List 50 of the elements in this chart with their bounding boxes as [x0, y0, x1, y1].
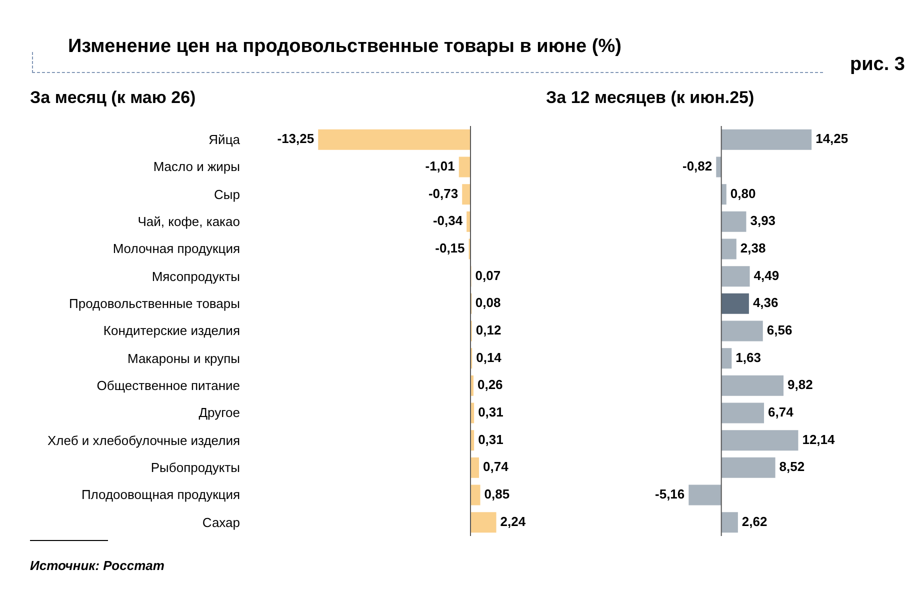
data-label: 12,14 — [802, 432, 836, 447]
y-tick-label: Яйца — [208, 131, 240, 149]
data-label: -1,01 — [425, 158, 455, 174]
text: Источник: Росстат — [30, 558, 164, 573]
y-tick-label: Общественное питание — [96, 377, 240, 395]
y-tick-label: Молочная продукция — [112, 240, 240, 258]
y-tick-label: Рыбопродукты — [150, 459, 240, 477]
data-label: 4,49 — [754, 268, 780, 283]
data-label: 6,74 — [768, 404, 794, 420]
data-label: -0,15 — [435, 240, 465, 256]
y-tick-label: Мясопродукты — [152, 268, 240, 286]
data-label: 2,24 — [500, 514, 526, 529]
data-label: 0,12 — [476, 322, 502, 338]
data-label: -0,73 — [428, 186, 458, 201]
y-tick-label: Плодоовощная продукция — [81, 486, 240, 504]
y-tick-label: Другое — [198, 404, 240, 422]
chart-subtitle: За 12 месяцев (к июн.25) — [546, 88, 754, 108]
data-label: 2,38 — [740, 240, 766, 256]
y-tick-label: Кондитерские изделия — [103, 322, 240, 340]
data-label: 0,31 — [478, 404, 504, 420]
data-label: 6,56 — [766, 322, 792, 338]
data-label: 9,82 — [788, 377, 813, 392]
text: За месяц (к маю 26) — [30, 88, 196, 108]
data-label: -13,25 — [277, 131, 314, 146]
y-tick-label: Чай, кофе, какао — [138, 213, 240, 231]
data-label: 0,80 — [730, 186, 756, 201]
y-tick-label: Хлеб и хлебобулочные изделия — [47, 432, 240, 450]
y-tick-label: Макароны и крупы — [127, 350, 240, 368]
data-label: 8,52 — [779, 459, 805, 474]
y-tick-label: Сыр — [214, 186, 240, 204]
data-label: 0,74 — [483, 459, 510, 474]
y-tick-label: Продовольственные товары — [69, 295, 240, 313]
data-label: 14,25 — [816, 131, 848, 146]
data-label: 2,62 — [742, 514, 768, 529]
data-label: -5,16 — [655, 486, 685, 502]
y-tick-label: Масло и жиры — [153, 158, 240, 176]
data-label: 3,93 — [750, 213, 776, 228]
data-label: 0,26 — [477, 377, 503, 392]
data-label: 0,31 — [478, 432, 504, 447]
data-label: 1,63 — [736, 350, 761, 365]
data-label: 0,14 — [476, 350, 502, 365]
data-label: 0,85 — [484, 486, 510, 502]
data-label: 4,36 — [752, 295, 778, 310]
chart-title: Изменение цен на продовольственные товары в июне (%) — [68, 36, 622, 58]
data-label: -0,82 — [682, 158, 712, 174]
text: рис. 3 — [850, 54, 905, 76]
data-label: 0,08 — [475, 295, 501, 310]
data-label: -0,34 — [432, 213, 464, 228]
y-tick-label: Сахар — [202, 514, 240, 532]
data-label: 0,07 — [475, 268, 501, 283]
